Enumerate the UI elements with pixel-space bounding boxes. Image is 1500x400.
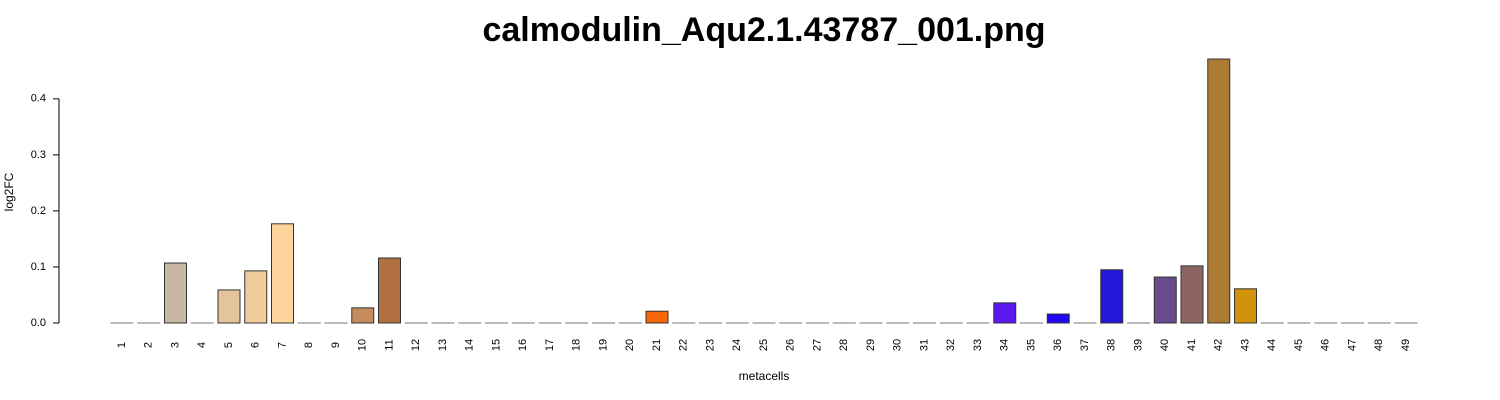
bar (244, 270, 268, 324)
bar (1234, 288, 1257, 324)
x-tick-label: 18 (571, 339, 583, 351)
x-tick-label: 23 (704, 339, 716, 351)
y-tick-label: 0.2 (31, 205, 46, 217)
x-tick-label: 22 (678, 339, 690, 351)
y-axis-label: log2FC (2, 172, 16, 211)
x-tick-label: 47 (1346, 339, 1358, 351)
x-tick-label: 36 (1052, 339, 1064, 351)
x-tick-label: 7 (276, 342, 288, 348)
x-axis-label: metacells (739, 369, 790, 383)
x-tick-label: 11 (383, 339, 395, 350)
x-tick-label: 42 (1213, 339, 1225, 351)
x-tick-label: 49 (1400, 339, 1412, 351)
bar (1153, 276, 1177, 324)
bar (1207, 58, 1231, 324)
x-tick-label: 28 (838, 339, 850, 351)
x-tick-label: 15 (490, 339, 502, 351)
x-tick-label: 40 (1159, 339, 1171, 351)
x-tick-label: 21 (651, 339, 663, 351)
x-tick-label: 12 (410, 339, 422, 351)
y-tick-label: 0.1 (31, 261, 46, 273)
x-tick-label: 32 (945, 339, 957, 351)
x-tick-label: 14 (464, 339, 476, 351)
x-tick-label: 3 (169, 342, 181, 348)
x-tick-label: 6 (250, 342, 262, 348)
x-tick-label: 46 (1320, 339, 1332, 351)
x-tick-label: 41 (1186, 339, 1198, 351)
bar (271, 223, 294, 324)
x-tick-label: 31 (918, 339, 930, 351)
bar (1046, 313, 1070, 324)
x-tick-label: 5 (223, 342, 235, 348)
x-tick-label: 9 (330, 342, 342, 348)
x-tick-label: 17 (544, 339, 556, 351)
x-tick-label: 16 (517, 339, 529, 351)
y-tick-label: 0.0 (31, 317, 46, 329)
bar (217, 289, 241, 324)
x-tick-label: 1 (116, 342, 128, 348)
x-tick-label: 34 (999, 339, 1011, 351)
bar (1100, 269, 1124, 324)
bar (351, 307, 375, 324)
x-tick-label: 38 (1106, 339, 1118, 351)
x-tick-label: 10 (357, 339, 369, 351)
x-tick-label: 35 (1025, 339, 1037, 351)
bar (378, 257, 401, 324)
x-tick-label: 4 (196, 342, 208, 348)
bar (645, 310, 669, 324)
x-tick-label: 29 (865, 339, 877, 351)
x-tick-label: 19 (597, 339, 609, 351)
y-tick-label: 0.3 (31, 149, 46, 161)
bar (164, 262, 187, 324)
x-tick-label: 39 (1132, 339, 1144, 351)
x-tick-label: 44 (1266, 339, 1278, 351)
x-tick-label: 20 (624, 339, 636, 351)
x-tick-label: 24 (731, 339, 743, 351)
y-tick-label: 0.4 (31, 93, 46, 105)
bar (993, 302, 1017, 324)
bar (1180, 265, 1204, 324)
x-tick-label: 13 (437, 339, 449, 351)
x-tick-label: 43 (1239, 339, 1251, 351)
x-tick-label: 26 (785, 339, 797, 351)
chart-title: calmodulin_Aqu2.1.43787_001.png (482, 11, 1045, 49)
x-tick-label: 33 (972, 339, 984, 351)
x-tick-label: 48 (1373, 339, 1385, 351)
x-tick-label: 27 (811, 339, 823, 351)
x-tick-label: 37 (1079, 339, 1091, 351)
x-tick-label: 45 (1293, 339, 1305, 351)
x-tick-label: 25 (758, 339, 770, 351)
x-tick-label: 2 (143, 342, 155, 348)
x-tick-label: 30 (892, 339, 904, 351)
x-tick-label: 8 (303, 342, 315, 348)
